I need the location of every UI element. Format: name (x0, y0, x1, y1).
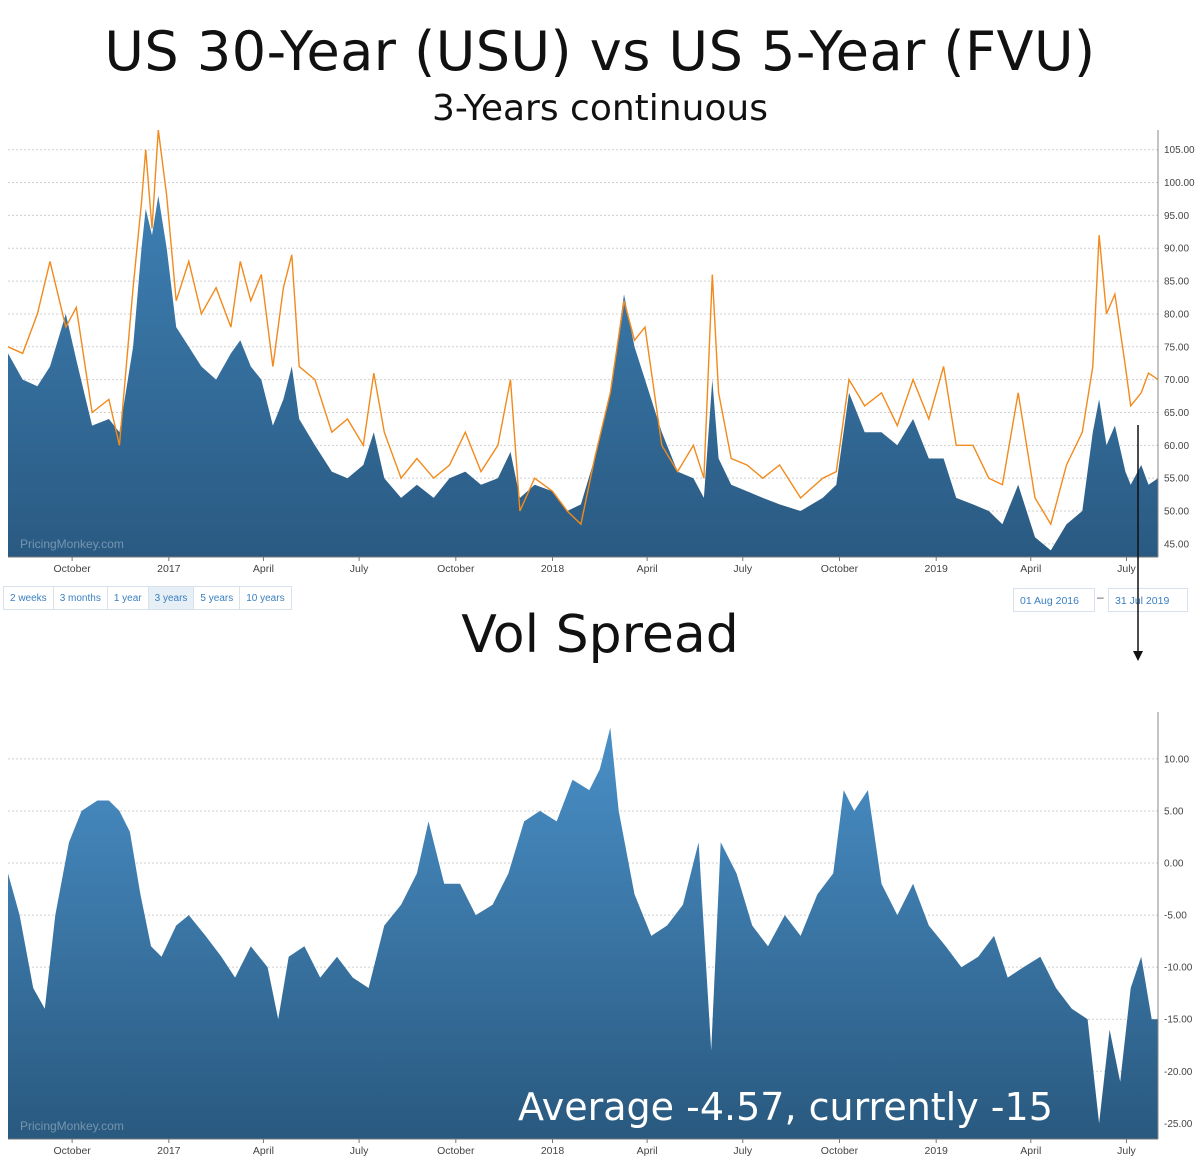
x-tick-label: July (733, 563, 752, 575)
x-tick-label: October (53, 1145, 91, 1157)
y-tick-label: 70.00 (1164, 375, 1189, 386)
x-tick-label: April (637, 563, 658, 575)
x-tick-label: July (350, 563, 369, 575)
y-tick-label: 105.00 (1164, 145, 1195, 156)
x-tick-label: July (1117, 563, 1136, 575)
x-tick-label: October (821, 563, 859, 575)
date-to-field[interactable]: 31 Jul 2019 (1108, 588, 1188, 612)
range-selector: 2 weeks 3 months 1 year 3 years 5 years … (3, 586, 292, 610)
x-tick-label: April (637, 1145, 658, 1157)
usu-vol-area (8, 195, 1158, 557)
y-tick-label: -20.00 (1164, 1067, 1193, 1078)
x-tick-label: 2017 (157, 563, 181, 575)
range-10-years[interactable]: 10 years (239, 586, 292, 610)
y-tick-label: 0.00 (1164, 859, 1184, 870)
x-tick-label: 2018 (541, 563, 565, 575)
y-tick-label: 10.00 (1164, 754, 1189, 765)
y-tick-label: 75.00 (1164, 342, 1189, 353)
x-tick-label: 2017 (157, 1145, 181, 1157)
y-tick-label: 45.00 (1164, 539, 1189, 550)
x-tick-label: 2018 (541, 1145, 565, 1157)
chart-subtitle: 3-Years continuous (431, 88, 769, 129)
watermark: PricingMonkey.com (20, 1119, 124, 1133)
vol-spread-area (8, 727, 1158, 1139)
range-3-months[interactable]: 3 months (52, 586, 108, 610)
x-tick-label: October (437, 1145, 475, 1157)
y-tick-label: 95.00 (1164, 211, 1189, 222)
y-tick-label: 60.00 (1164, 441, 1189, 452)
range-3-years[interactable]: 3 years (147, 586, 195, 610)
y-tick-label: 65.00 (1164, 408, 1189, 419)
x-tick-label: 2019 (925, 1145, 949, 1157)
x-tick-label: October (437, 563, 475, 575)
x-tick-label: 2019 (925, 563, 949, 575)
y-tick-label: -5.00 (1164, 911, 1187, 922)
range-1-year[interactable]: 1 year (106, 586, 149, 610)
y-tick-label: 5.00 (1164, 806, 1184, 817)
y-tick-label: 50.00 (1164, 507, 1189, 518)
y-tick-label: -10.00 (1164, 963, 1193, 974)
y-tick-label: -25.00 (1164, 1119, 1193, 1130)
x-tick-label: April (1020, 1145, 1041, 1157)
y-tick-label: 80.00 (1164, 309, 1189, 320)
y-tick-label: 55.00 (1164, 474, 1189, 485)
spread-chart-title: Vol Spread (461, 605, 739, 665)
y-tick-label: -15.00 (1164, 1015, 1193, 1026)
x-tick-label: April (253, 563, 274, 575)
fvu-vol-line (7, 129, 1159, 526)
watermark: PricingMonkey.com (20, 537, 124, 551)
date-separator: – (1097, 590, 1104, 604)
chart-title: US 30-Year (USU) vs US 5-Year (FVU) (104, 20, 1096, 83)
x-tick-label: October (53, 563, 91, 575)
vol-spread-chart: -25.00 -20.00 -15.00 -10.00 -5.00 0.00 5.00 10.… (8, 712, 1193, 1157)
pointer-arrow (1133, 425, 1143, 661)
x-tick-label: July (1117, 1145, 1136, 1157)
date-from-field[interactable]: 01 Aug 2016 (1013, 588, 1095, 612)
x-tick-label: April (1020, 563, 1041, 575)
x-tick-label: October (821, 1145, 859, 1157)
x-tick-label: April (253, 1145, 274, 1157)
spread-annotation: Average -4.57, currently -15 (518, 1085, 1053, 1129)
y-tick-label: 90.00 (1164, 244, 1189, 255)
x-tick-label: July (350, 1145, 369, 1157)
y-tick-label: 85.00 (1164, 277, 1189, 288)
y-tick-label: 100.00 (1164, 178, 1195, 189)
vol-chart: 45.00 50.00 55.00 60.00 65.00 70.00 75.00 80.00… (7, 129, 1195, 575)
x-tick-label: July (733, 1145, 752, 1157)
